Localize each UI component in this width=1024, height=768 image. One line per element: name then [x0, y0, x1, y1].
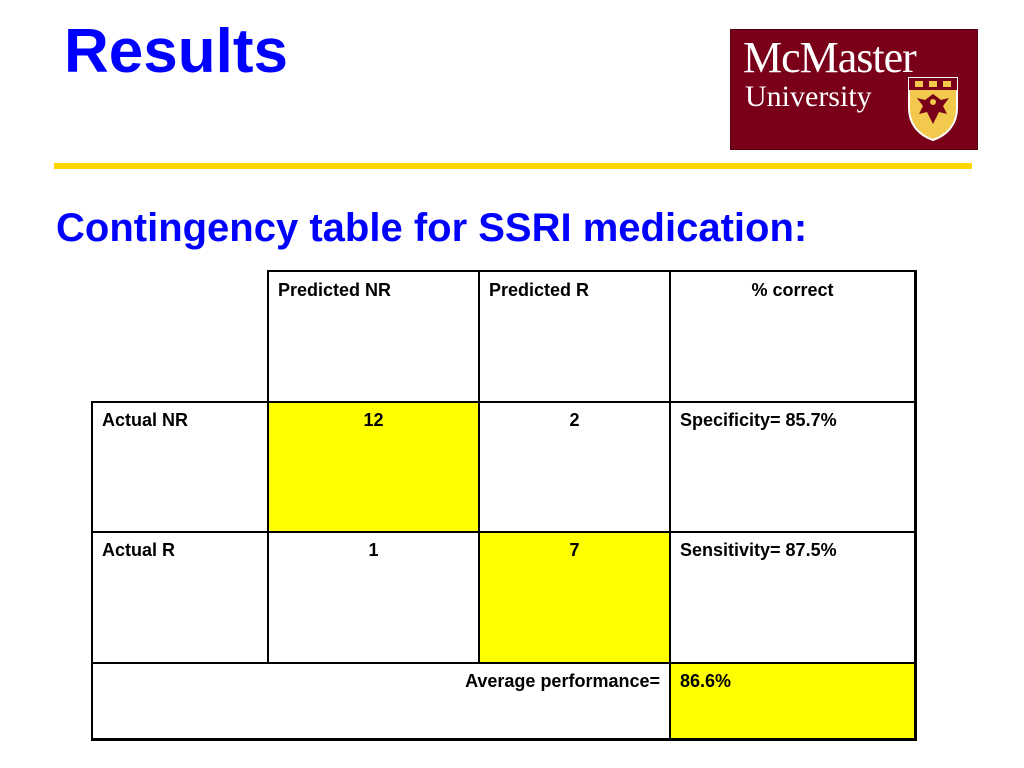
slide-title: Results: [64, 17, 288, 86]
table-header-predicted-nr: Predicted NR: [278, 280, 392, 300]
table-header-predicted-r: Predicted R: [489, 280, 590, 300]
table-cell-actual-nr-predicted-r: 2: [569, 410, 580, 430]
table-border-col3: [669, 270, 671, 741]
logo-wordmark-line1: McMaster: [743, 33, 917, 82]
table-cell-sensitivity: Sensitivity= 87.5%: [680, 540, 837, 560]
table-footer-average-label: Average performance=: [465, 671, 660, 691]
table-border-right: [914, 270, 917, 741]
table-row-label-actual-nr: Actual NR: [102, 410, 189, 430]
table-cell-actual-nr-predicted-nr: 12: [268, 402, 479, 532]
crest-shield-icon: [908, 77, 958, 142]
table-border-row2: [91, 531, 917, 533]
table-header-percent-correct: % correct: [751, 280, 834, 300]
table-border-row3: [91, 662, 917, 664]
table-cell-average-value: 86.6%: [670, 663, 915, 739]
logo-wordmark-line2: University: [745, 80, 872, 113]
table-border-top: [267, 270, 917, 272]
slide-subtitle: Contingency table for SSRI medication:: [56, 206, 808, 250]
table-row-label-actual-r: Actual R: [102, 540, 176, 560]
table-border-row1: [91, 401, 917, 403]
table-cell-actual-r-predicted-nr: 1: [368, 540, 379, 560]
table-border-col2: [478, 270, 480, 664]
table-border-bottom: [91, 738, 917, 741]
table-cell-specificity: Specificity= 85.7%: [680, 410, 837, 430]
title-underline: [54, 163, 972, 169]
table-cell-actual-r-predicted-r: 7: [479, 532, 670, 663]
table-border-left: [91, 401, 93, 741]
mcmaster-logo: McMaster University: [730, 29, 978, 150]
table-border-col1: [267, 270, 269, 664]
